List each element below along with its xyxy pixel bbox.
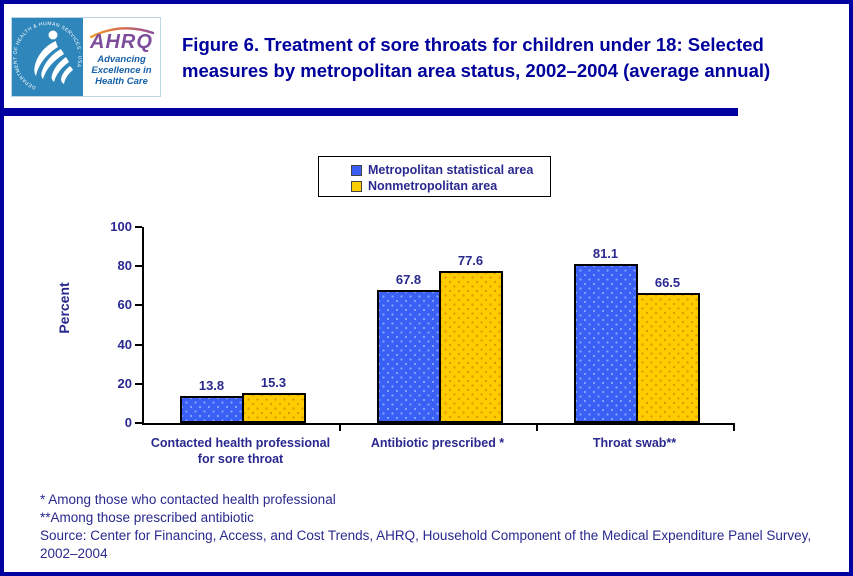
y-tick-mark <box>135 304 142 307</box>
bar <box>241 393 306 423</box>
ahrq-tagline: Advancing Excellence in Health Care <box>91 54 151 87</box>
bar-with-label: 67.8 <box>376 227 441 423</box>
bar <box>635 292 700 423</box>
category-label-line: Antibiotic prescribed * <box>370 436 505 450</box>
category-label-line: Throat swab** <box>592 436 677 450</box>
bar-value-label: 81.1 <box>592 246 619 262</box>
hhs-ahrq-logo: DEPARTMENT OF HEALTH & HUMAN SERVICES · … <box>11 17 161 97</box>
bar-with-label: 81.1 <box>573 227 638 423</box>
bar-with-label: 13.8 <box>179 227 244 423</box>
bar <box>376 290 441 423</box>
category-label: Throat swab** <box>536 435 733 451</box>
y-tick-mark <box>135 265 142 268</box>
source-note-line2: 2002–2004 <box>40 546 108 561</box>
bar-value-label: 15.3 <box>260 375 287 391</box>
legend-swatch <box>351 164 362 176</box>
bar-with-label: 77.6 <box>438 227 503 423</box>
ahrq-logo: AHRQ Advancing Excellence in Health Care <box>83 18 160 96</box>
category-label-line: Contacted health professional <box>150 436 331 450</box>
bar <box>573 264 638 423</box>
y-tick-mark <box>135 422 142 424</box>
category-label: Contacted health professional for sore th… <box>142 435 339 467</box>
bar-group: 81.1 66.5 <box>538 227 735 423</box>
bar-with-label: 66.5 <box>635 227 700 423</box>
x-tick-mark <box>733 425 735 431</box>
bar-with-label: 15.3 <box>241 227 306 423</box>
category-label: Antibiotic prescribed * <box>339 435 536 451</box>
ahrq-tagline-line2: Excellence in <box>91 65 152 76</box>
bar-value-label: 77.6 <box>457 252 484 268</box>
figure-title: Figure 6. Treatment of sore throats for … <box>182 32 842 84</box>
y-axis-label: Percent <box>56 282 72 334</box>
footnote-double-asterisk: **Among those prescribed antibiotic <box>40 510 254 525</box>
x-tick-mark <box>536 425 538 431</box>
footnote-asterisk: * Among those who contacted health profe… <box>40 492 336 507</box>
bar-value-label: 13.8 <box>198 377 225 393</box>
y-tick-label: 60 <box>117 297 132 313</box>
y-tick-label: 40 <box>117 336 132 352</box>
figure-title-line2: measures by metropolitan area status, 20… <box>182 60 771 81</box>
legend-item: Nonmetropolitan area <box>351 178 550 194</box>
bar-group: 67.8 77.6 <box>341 227 538 423</box>
bar <box>179 395 244 423</box>
bar-value-label: 67.8 <box>395 272 422 288</box>
y-tick-mark <box>135 382 142 385</box>
chart-legend: Metropolitan statistical area Nonmetropol… <box>318 156 551 197</box>
x-tick-mark <box>339 425 341 431</box>
footnotes: * Among those who contacted health profe… <box>40 491 835 563</box>
y-tick-label: 80 <box>117 258 132 274</box>
plot-area: 0 20 40 60 80 100 13.8 15.3 67.8 77.6 81.1 66.5 <box>110 220 735 431</box>
ahrq-rainbow-arc-icon <box>89 27 154 38</box>
ahrq-tagline-line3: Health Care <box>95 76 148 87</box>
legend-item: Metropolitan statistical area <box>351 162 550 178</box>
category-label-line: for sore throat <box>197 452 284 466</box>
ahrq-wordmark: AHRQ <box>90 31 153 53</box>
bar <box>438 270 503 423</box>
legend-swatch <box>351 180 362 192</box>
bar-group: 13.8 15.3 <box>144 227 341 423</box>
header-divider-bar <box>4 108 738 116</box>
x-axis-labels: Contacted health professional for sore th… <box>142 435 733 471</box>
y-tick-mark <box>135 343 142 346</box>
hhs-eagle-icon <box>34 30 73 84</box>
y-tick-label: 0 <box>124 415 132 430</box>
source-note-line1: Source: Center for Financing, Access, an… <box>40 528 812 543</box>
y-tick-label: 20 <box>117 375 132 391</box>
legend-label: Nonmetropolitan area <box>368 179 498 193</box>
y-tick-mark <box>135 226 142 228</box>
figure-title-line1: Figure 6. Treatment of sore throats for … <box>182 34 764 55</box>
ahrq-tagline-line1: Advancing <box>97 54 146 65</box>
legend-label: Metropolitan statistical area <box>368 163 534 177</box>
y-tick-label: 100 <box>110 219 132 234</box>
bar-value-label: 66.5 <box>654 274 681 290</box>
hhs-seal-icon: DEPARTMENT OF HEALTH & HUMAN SERVICES · … <box>12 18 83 96</box>
